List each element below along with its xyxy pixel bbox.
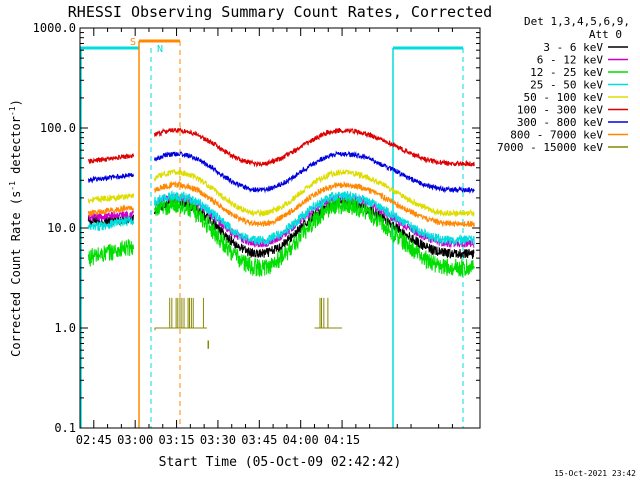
y-tick-label: 1.0 — [54, 321, 76, 335]
x-tick-label: 02:45 — [76, 433, 112, 447]
chart-title: RHESSI Observing Summary Count Rates, Co… — [68, 3, 492, 21]
y-tick-label: 10.0 — [47, 221, 76, 235]
legend-label: 6 - 12 keV — [537, 54, 604, 67]
legend-label: 300 - 800 keV — [517, 116, 603, 129]
legend-header: Det 1,3,4,5,6,9, — [524, 15, 630, 28]
y-axis-label-main: Corrected Count Rate (s — [9, 191, 23, 357]
y-axis-label-sup: -1 — [8, 181, 17, 191]
plot-frame — [79, 27, 481, 429]
y-axis-label-sup2: -1 — [8, 106, 17, 116]
x-tick-label: 03:00 — [117, 433, 153, 447]
y-tick-label: 0.1 — [54, 421, 76, 435]
legend-label: 50 - 100 keV — [524, 91, 604, 104]
series-line-12-25keV — [154, 196, 475, 278]
y-axis-label-mid: detector — [9, 116, 23, 181]
series-line-25-50keV — [154, 189, 475, 247]
legend-header-att: Att 0 — [589, 28, 622, 41]
series-line-300-800keV — [154, 150, 475, 194]
y-tick-label: 100.0 — [40, 121, 76, 135]
night-annotation: N — [157, 44, 163, 55]
x-tick-label: 04:15 — [324, 433, 360, 447]
y-tick-label: 1000.0 — [33, 21, 76, 35]
legend-label: 3 - 6 keV — [543, 41, 603, 54]
series-line-50-100keV — [154, 168, 475, 218]
legend-label: 12 - 25 keV — [530, 66, 603, 79]
legend-label: 25 - 50 keV — [530, 79, 603, 92]
x-tick-label: 03:45 — [241, 433, 277, 447]
y-axis-label: Corrected Count Rate (s-1 detector-1) — [8, 99, 23, 357]
series-line-50-100keV — [87, 193, 135, 205]
legend-label: 100 - 300 keV — [517, 104, 603, 117]
x-axis-label: Start Time (05-Oct-09 02:42:42) — [159, 455, 402, 470]
legend-label: 800 - 7000 keV — [510, 129, 603, 142]
y-axis-label-end: ) — [9, 99, 23, 106]
saa-annotation: S — [130, 37, 136, 48]
series-line-100-300keV — [154, 127, 475, 168]
x-tick-label: 03:30 — [200, 433, 236, 447]
series-line-800-7000keV — [154, 180, 475, 228]
series-line-100-300keV — [87, 153, 135, 164]
legend-label: 7000 - 15000 keV — [497, 141, 603, 154]
series-line-800-7000keV — [87, 204, 135, 217]
x-tick-label: 04:00 — [283, 433, 319, 447]
series-line-25-50keV — [87, 215, 135, 232]
footer-date: 15-Oct-2021 23:42 — [554, 469, 636, 478]
x-tick-label: 03:15 — [158, 433, 194, 447]
series-line-300-800keV — [87, 172, 135, 184]
series-line-12-25keV — [87, 239, 135, 267]
